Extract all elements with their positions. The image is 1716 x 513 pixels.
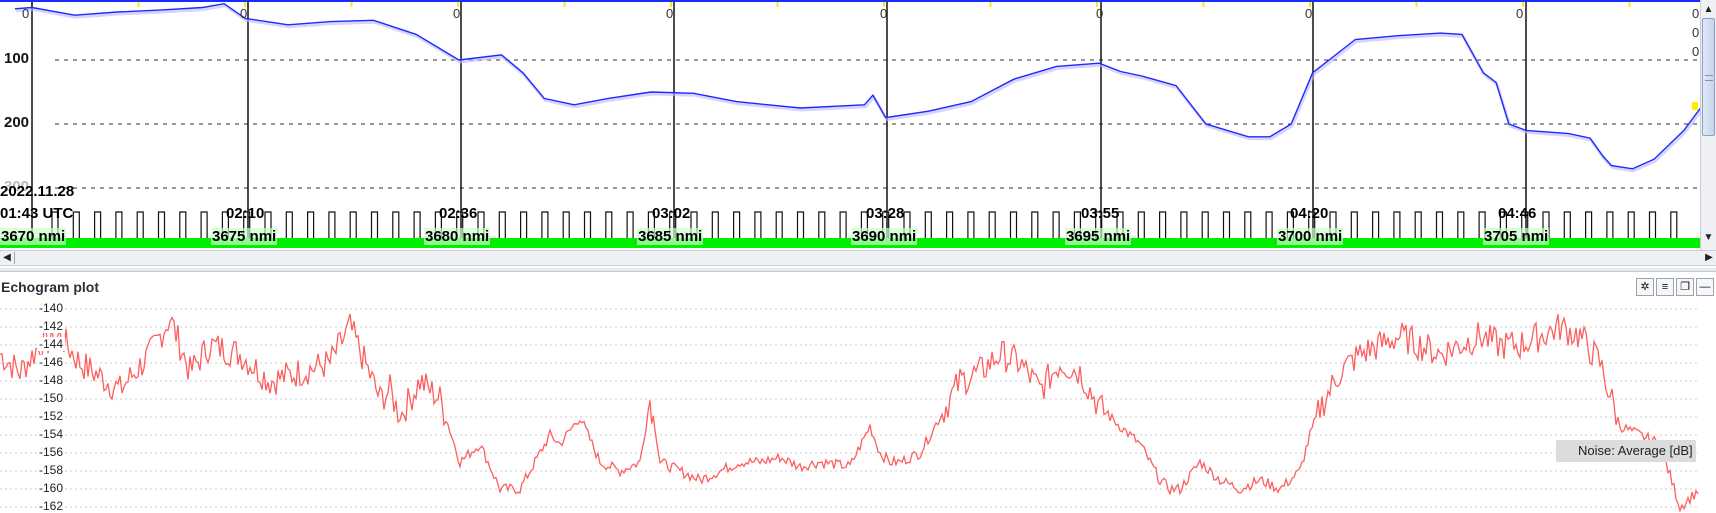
distance-tick: 3695 nmi [1065, 228, 1132, 245]
y-tick-label: -160 [37, 481, 66, 495]
zero-label: 0 [1096, 6, 1104, 21]
zero-label: 0 [1516, 6, 1524, 21]
settings-icon[interactable]: ✲ [1636, 278, 1654, 296]
vertical-scrollbar[interactable]: ▲ ▼ [1700, 0, 1716, 250]
y-tick-label: -152 [37, 409, 66, 423]
echogram-plot-panel: Echogram plot ✲ ≡ ❐ — -140 -142 -144 -146 -1… [0, 272, 1716, 513]
time-tick: 02:36 [439, 205, 478, 222]
zero-label: 0 [22, 6, 30, 21]
scroll-left-button[interactable]: ◀ [3, 252, 11, 263]
date-label: 2022.11.28 [0, 183, 75, 200]
grip-icon [1705, 75, 1713, 81]
panel-toolbar: ✲ ≡ ❐ — [1636, 278, 1714, 296]
minimize-icon[interactable]: — [1696, 278, 1714, 296]
noise-line-chart [0, 308, 1700, 512]
zero-label: 0 [453, 6, 461, 21]
distance-tick: 3685 nmi [637, 228, 704, 245]
depth-tick-300: 300 [4, 178, 30, 195]
distance-tick: 3675 nmi [211, 228, 278, 245]
zero-label: 0 [1305, 6, 1313, 21]
distance-tick: 3670 nmi [0, 228, 67, 245]
time-tick: 03:28 [866, 205, 905, 222]
distance-tick: 3700 nmi [1277, 228, 1344, 245]
distance-tick: 3690 nmi [851, 228, 918, 245]
zero-label: 0 [1692, 25, 1700, 40]
restore-window-icon[interactable]: ❐ [1676, 278, 1694, 296]
y-tick-label: -156 [37, 445, 66, 459]
y-tick-label: -162 [37, 499, 66, 513]
pane-splitter[interactable] [0, 268, 1716, 272]
menu-icon[interactable]: ≡ [1656, 278, 1674, 296]
depth-track-canvas [0, 2, 1700, 248]
panel-title: Echogram plot [1, 279, 100, 295]
vertical-scroll-thumb[interactable] [1702, 18, 1715, 136]
zero-label: 0 [1692, 44, 1700, 59]
start-time-label: 01:43 UTC [0, 205, 74, 222]
y-tick-label: -150 [37, 391, 66, 405]
y-tick-label: -144 [37, 337, 66, 351]
depth-tick-100: 100 [4, 50, 30, 67]
zero-label: 0 [1692, 6, 1700, 21]
y-tick-label: -146 [37, 355, 66, 369]
depth-tick-200: 200 [4, 114, 30, 131]
depth-track-pane: 100 200 300 0 0 0 0 0 0 0 0 0 0 0 2022.1… [0, 0, 1716, 268]
y-tick-label: -142 [37, 319, 66, 333]
distance-tick: 3680 nmi [424, 228, 491, 245]
horizontal-scrollbar[interactable]: ◀ ▶ [0, 250, 1716, 266]
y-tick-label: -154 [37, 427, 66, 441]
scroll-right-button[interactable]: ▶ [1705, 252, 1713, 263]
zero-label: 0 [880, 6, 888, 21]
time-tick: 04:46 [1498, 205, 1537, 222]
scroll-down-button[interactable]: ▼ [1703, 232, 1714, 243]
y-tick-label: -148 [37, 373, 66, 387]
zero-label: 0 [666, 6, 674, 21]
depth-track-plot[interactable]: 100 200 300 0 0 0 0 0 0 0 0 0 0 0 2022.1… [0, 0, 1700, 248]
time-tick: 02:10 [226, 205, 265, 222]
scroll-up-button[interactable]: ▲ [1703, 4, 1714, 15]
chart-legend: Noise: Average [dB] [1556, 440, 1696, 462]
distance-tick: 3705 nmi [1483, 228, 1550, 245]
time-tick: 04:20 [1290, 205, 1329, 222]
horizontal-scroll-thumb[interactable] [14, 252, 17, 264]
time-tick: 03:02 [652, 205, 691, 222]
time-tick: 03:55 [1081, 205, 1120, 222]
y-tick-label: -158 [37, 463, 66, 477]
y-tick-label: -140 [37, 301, 66, 315]
zero-label: 0 [240, 6, 248, 21]
